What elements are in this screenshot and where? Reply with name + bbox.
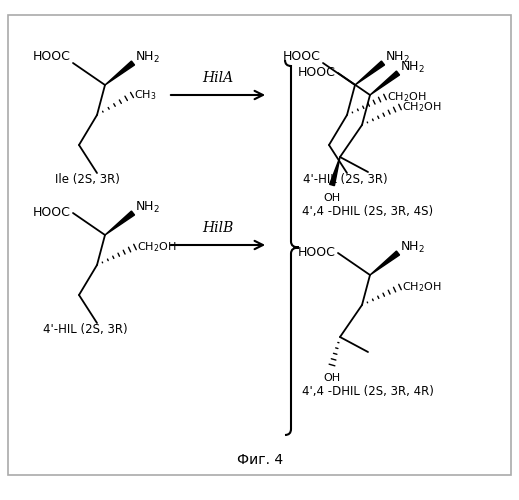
Polygon shape	[370, 251, 400, 275]
Text: CH$_3$: CH$_3$	[134, 88, 157, 102]
Text: NH$_2$: NH$_2$	[135, 200, 160, 214]
Text: 4'-HIL (2S, 3R): 4'-HIL (2S, 3R)	[43, 323, 127, 336]
Text: OH: OH	[323, 373, 340, 383]
Text: NH$_2$: NH$_2$	[135, 50, 160, 64]
Text: Фиг. 4: Фиг. 4	[237, 453, 283, 467]
Text: 4',4 -DHIL (2S, 3R, 4S): 4',4 -DHIL (2S, 3R, 4S)	[303, 205, 433, 218]
Text: CH$_2$OH: CH$_2$OH	[402, 100, 442, 114]
Text: NH$_2$: NH$_2$	[400, 60, 425, 74]
Text: Ile (2S, 3R): Ile (2S, 3R)	[54, 173, 119, 186]
Text: CH$_2$OH: CH$_2$OH	[387, 90, 427, 104]
Polygon shape	[105, 61, 134, 85]
Text: HilA: HilA	[202, 71, 234, 85]
Text: HOOC: HOOC	[298, 246, 336, 260]
Text: CH$_2$OH: CH$_2$OH	[402, 280, 442, 294]
Text: HOOC: HOOC	[283, 50, 321, 64]
Polygon shape	[105, 211, 134, 235]
Text: NH$_2$: NH$_2$	[385, 50, 410, 64]
Text: HOOC: HOOC	[33, 50, 71, 64]
Text: 4',4 -DHIL (2S, 3R, 4R): 4',4 -DHIL (2S, 3R, 4R)	[302, 385, 434, 398]
Text: NH$_2$: NH$_2$	[400, 240, 425, 254]
Text: OH: OH	[323, 193, 340, 203]
Text: HOOC: HOOC	[298, 66, 336, 80]
FancyBboxPatch shape	[8, 15, 511, 475]
Polygon shape	[355, 61, 385, 85]
Polygon shape	[330, 157, 340, 186]
Text: 4'-HIL (2S, 3R): 4'-HIL (2S, 3R)	[303, 173, 387, 186]
Text: HOOC: HOOC	[33, 206, 71, 220]
Polygon shape	[370, 71, 400, 95]
Text: HilB: HilB	[202, 221, 234, 235]
Text: CH$_2$OH: CH$_2$OH	[137, 240, 176, 254]
